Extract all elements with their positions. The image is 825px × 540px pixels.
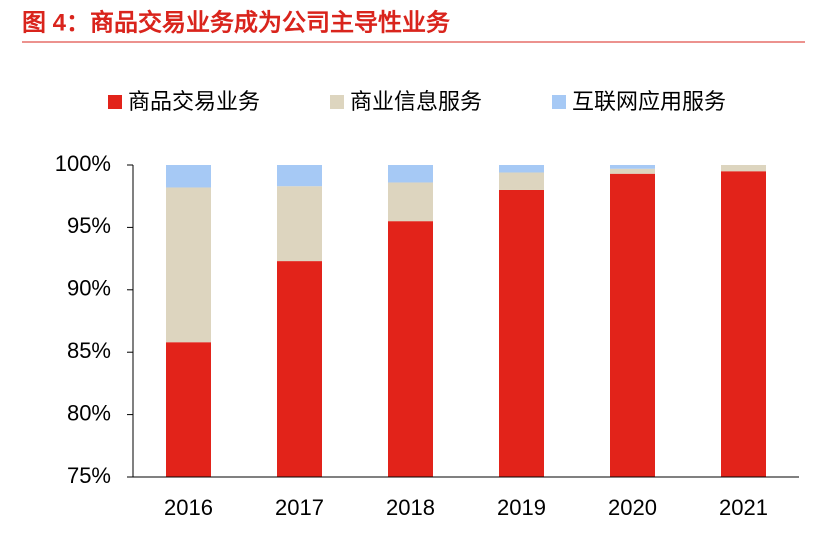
y-tick-label: 75% [67, 463, 111, 488]
x-tick-label: 2016 [164, 495, 213, 520]
bar-segment [610, 165, 655, 169]
y-tick-label: 100% [55, 151, 111, 176]
bar-segment [388, 165, 433, 183]
y-tick-label: 95% [67, 213, 111, 238]
legend-label: 商业信息服务 [350, 89, 482, 114]
bar-segment [499, 165, 544, 173]
bar-segment [721, 165, 766, 172]
chart-title: 图 4：商品交易业务成为公司主导性业务 [22, 8, 451, 36]
bar-segment [166, 165, 211, 188]
legend-swatch [552, 95, 566, 109]
x-tick-label: 2017 [275, 495, 324, 520]
bar-segment [610, 168, 655, 174]
bar-segment [610, 173, 655, 477]
legend-swatch [330, 95, 344, 109]
legend-label: 商品交易业务 [128, 89, 260, 114]
bar-segment [388, 221, 433, 477]
legend-label: 互联网应用服务 [572, 89, 726, 114]
bar-segment [277, 165, 322, 187]
x-tick-label: 2018 [386, 495, 435, 520]
bar-segment [721, 171, 766, 478]
legend-swatch [108, 95, 122, 109]
bar-segment [277, 186, 322, 262]
bar-segment [388, 182, 433, 222]
x-tick-label: 2020 [608, 495, 657, 520]
bar-segment [277, 261, 322, 477]
bar-segment [499, 172, 544, 190]
y-tick-label: 85% [67, 338, 111, 363]
bar-segment [166, 187, 211, 343]
bar-segment [499, 189, 544, 477]
x-tick-label: 2019 [497, 495, 546, 520]
x-tick-label: 2021 [719, 495, 768, 520]
y-tick-label: 80% [67, 400, 111, 425]
bar-segment [166, 342, 211, 477]
y-tick-label: 90% [67, 276, 111, 301]
